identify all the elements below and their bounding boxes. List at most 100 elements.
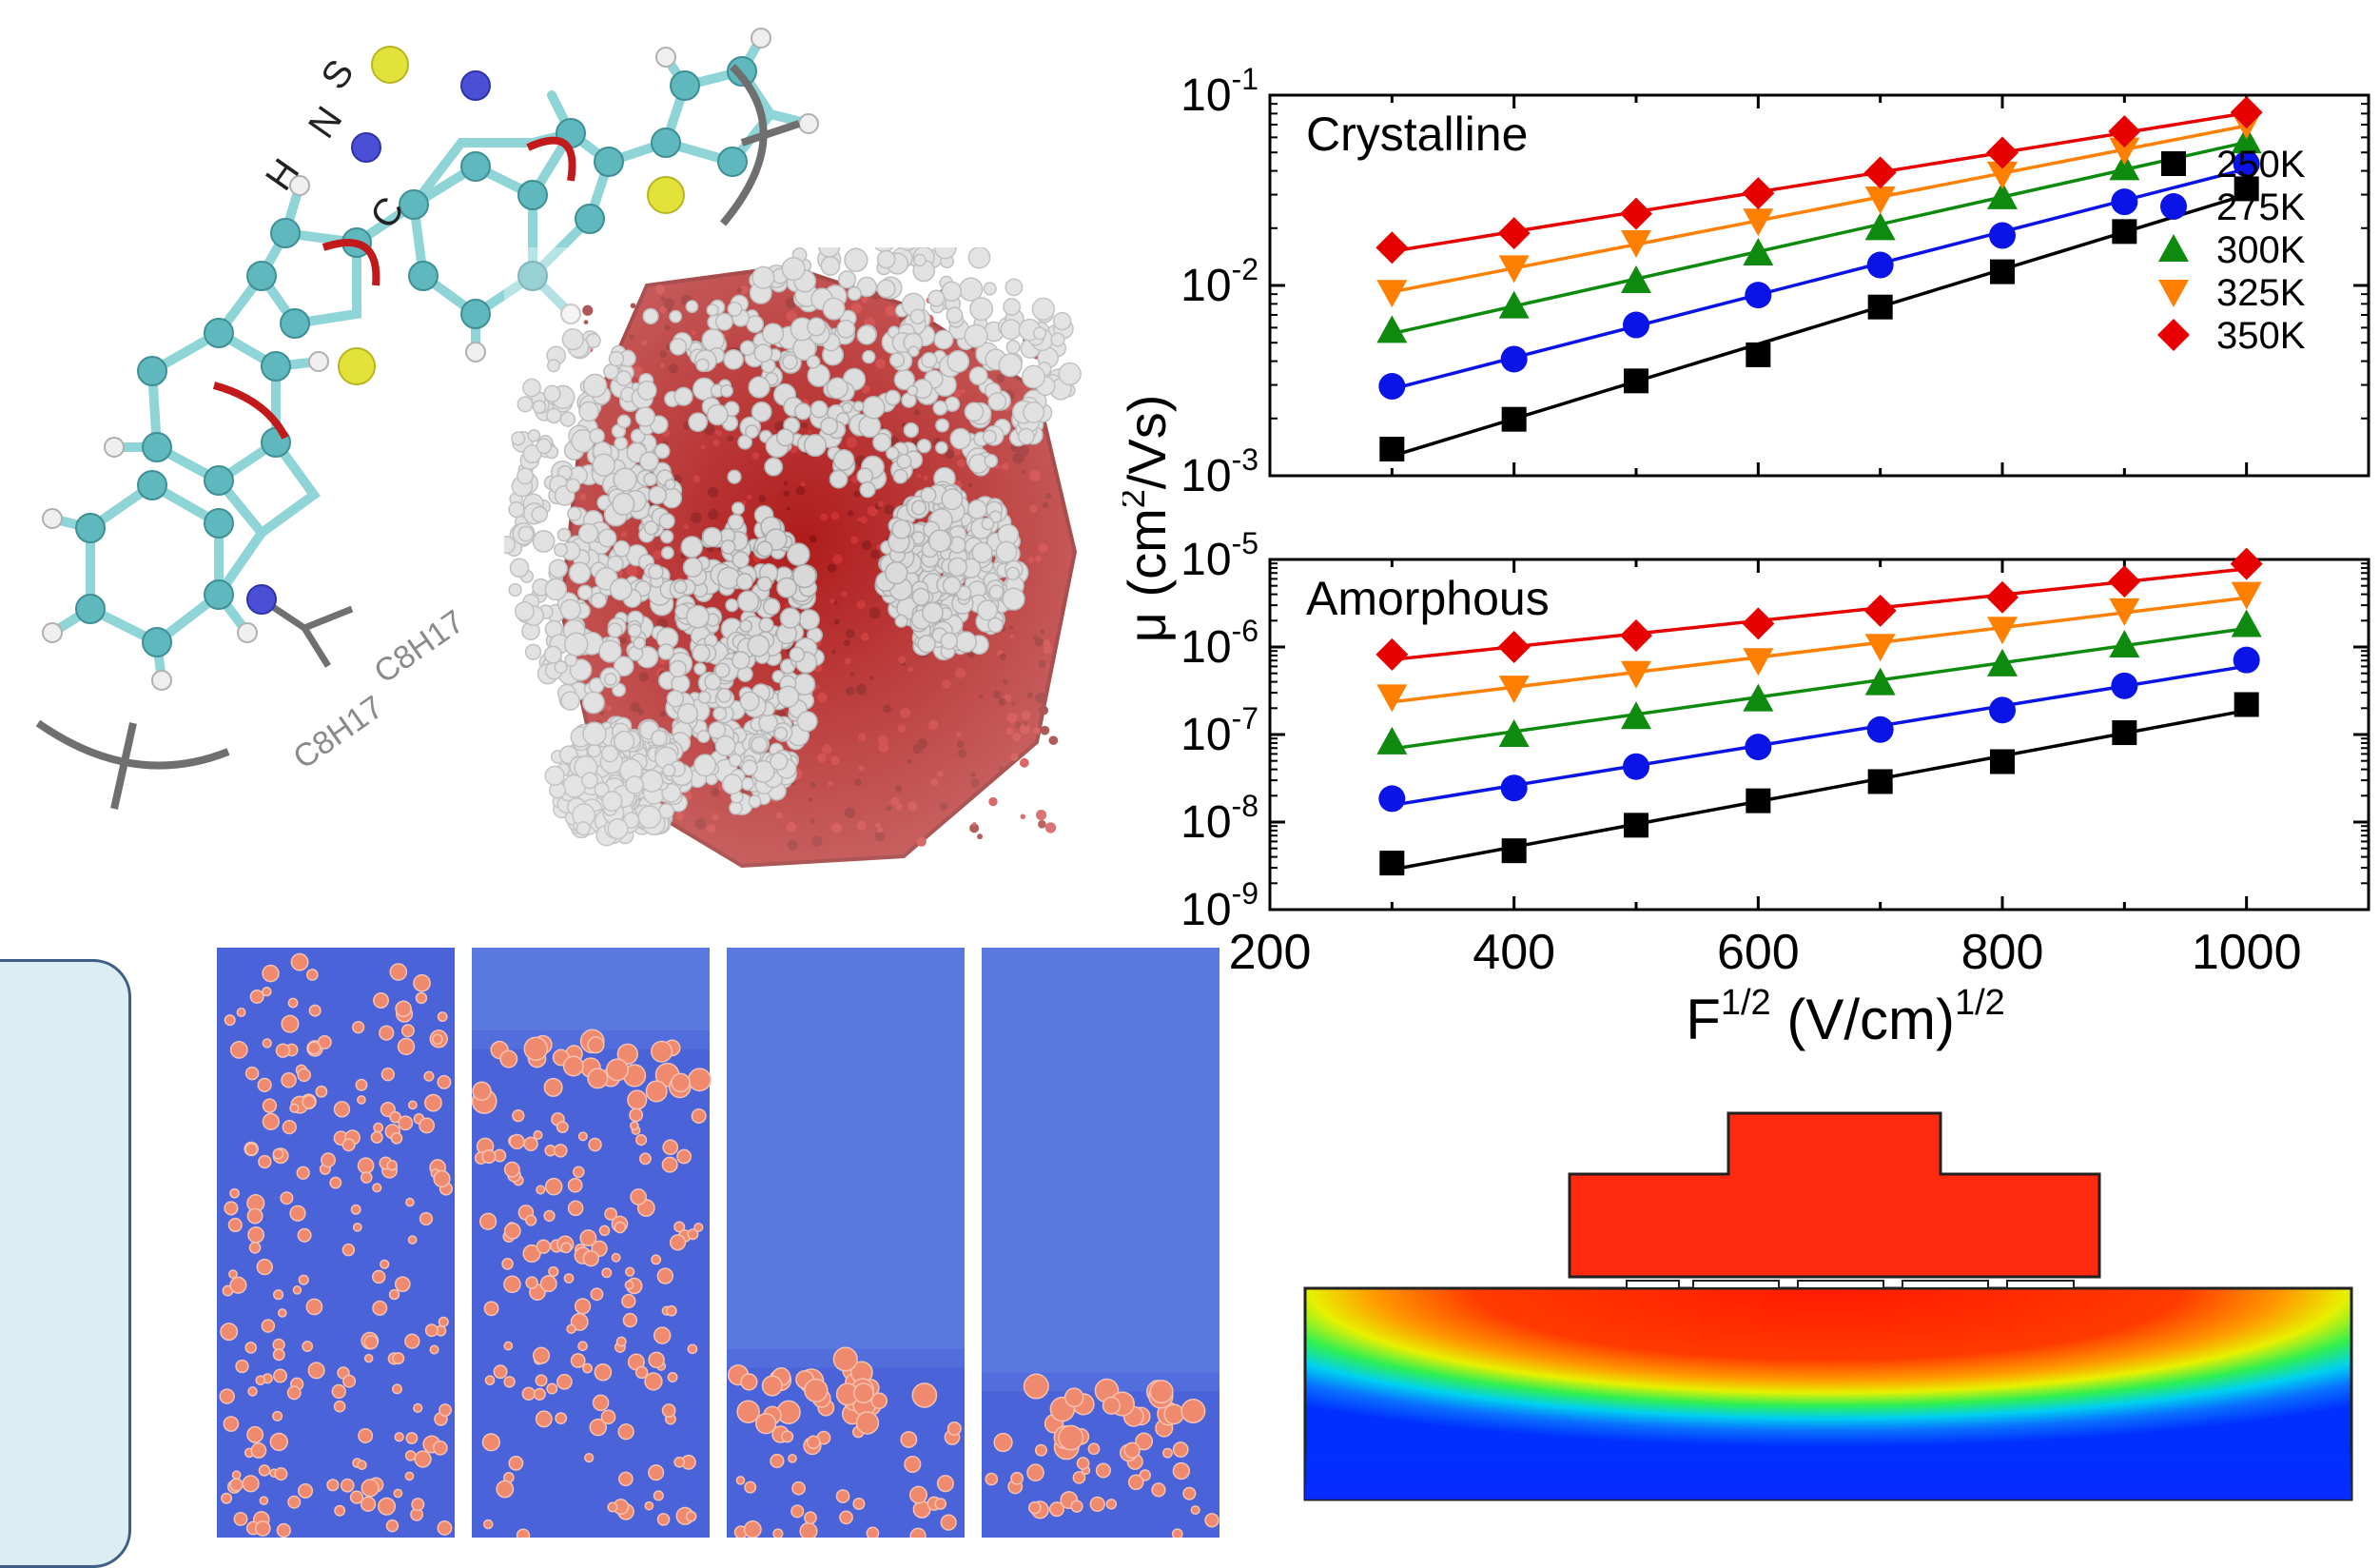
particle xyxy=(385,1519,400,1533)
data-point-325K xyxy=(1621,229,1651,258)
y-tick-label: 10-3 xyxy=(1180,442,1258,501)
particle xyxy=(546,1382,558,1395)
particle xyxy=(598,1225,611,1237)
data-point-300K xyxy=(2109,152,2140,181)
chart-panel-1: 10-1 10-2 10-3 Crystalline 250K275K300K325K3… xyxy=(1180,62,2370,501)
substituent-label-2: C8H17 xyxy=(367,603,470,691)
particle xyxy=(512,1108,525,1123)
particle xyxy=(437,1011,448,1023)
particle xyxy=(272,1410,283,1421)
particle xyxy=(566,1323,576,1335)
data-point-350K xyxy=(1375,637,1409,671)
particle xyxy=(250,1442,267,1459)
x-axis-label: F1/2 (V/cm)1/2 xyxy=(1686,983,2005,1051)
particle xyxy=(429,1344,439,1355)
particle xyxy=(370,1130,383,1144)
particle xyxy=(1161,1447,1173,1459)
particle xyxy=(601,1267,613,1279)
data-point-250K xyxy=(1379,437,1405,462)
simulation-strip xyxy=(982,948,1219,1538)
particle xyxy=(257,1077,272,1093)
particle xyxy=(740,1373,758,1391)
data-point-350K xyxy=(1620,619,1652,653)
data-point-350K xyxy=(1742,177,1775,210)
data-point-325K xyxy=(1621,660,1651,689)
particle xyxy=(438,1316,449,1327)
particle xyxy=(282,1119,297,1135)
particle xyxy=(525,1214,537,1226)
particle xyxy=(688,1068,712,1092)
particle xyxy=(394,1432,404,1442)
data-point-250K xyxy=(1867,769,1893,794)
particle xyxy=(673,1456,686,1468)
particle xyxy=(946,1421,962,1436)
particle xyxy=(389,963,408,981)
particle xyxy=(621,1293,636,1309)
particle xyxy=(248,1241,262,1254)
particle xyxy=(1127,1474,1144,1491)
particle xyxy=(588,1137,602,1152)
data-point-350K xyxy=(2108,115,2141,148)
particle xyxy=(909,1485,928,1504)
particle xyxy=(329,1176,342,1189)
particle xyxy=(358,1427,374,1443)
data-point-325K xyxy=(2109,598,2140,626)
panel-label: Amorphous xyxy=(1306,572,1550,625)
particle xyxy=(357,1157,375,1174)
particle xyxy=(281,1014,300,1033)
fit-line-325K xyxy=(1392,596,2247,704)
particle xyxy=(656,1513,671,1526)
y-tick-label: 10-6 xyxy=(1180,614,1258,673)
particle xyxy=(669,1234,687,1251)
particle xyxy=(360,1496,377,1512)
data-point-325K xyxy=(2109,137,2140,166)
particle xyxy=(656,1267,674,1284)
particle xyxy=(1026,1463,1044,1482)
particle xyxy=(521,1386,536,1401)
data-point-350K xyxy=(1863,156,1897,189)
sulfur-atoms xyxy=(338,46,685,385)
particle xyxy=(744,1480,757,1494)
particle xyxy=(662,1139,679,1156)
particle xyxy=(525,1276,538,1289)
data-point-275K xyxy=(2111,672,2138,699)
particle xyxy=(255,1375,266,1386)
particle xyxy=(806,1435,821,1450)
particle xyxy=(246,1425,264,1443)
particle xyxy=(853,1382,874,1404)
particle xyxy=(791,1480,806,1496)
data-point-300K xyxy=(1621,701,1651,730)
particle xyxy=(667,1372,678,1383)
particle xyxy=(562,1055,584,1077)
particle xyxy=(503,1376,516,1388)
data-point-350K xyxy=(2230,547,2263,580)
data-point-350K xyxy=(1986,136,2019,169)
legend-label: 250K xyxy=(2216,144,2306,186)
particle xyxy=(761,1375,783,1397)
particle xyxy=(280,1191,294,1205)
particle xyxy=(1076,1457,1090,1470)
particle xyxy=(522,1244,541,1264)
particle xyxy=(227,1217,243,1233)
particle xyxy=(349,1490,364,1504)
alkyl-chain-sticks xyxy=(260,597,354,668)
particle xyxy=(574,1298,592,1315)
data-point-325K xyxy=(1864,186,1896,215)
particle xyxy=(770,1453,785,1469)
x-tick-label: 800 xyxy=(1961,925,2044,980)
y-tick-label: 10-2 xyxy=(1180,252,1258,311)
data-point-275K xyxy=(1989,696,2016,724)
y-tick-label: 10-9 xyxy=(1180,876,1258,935)
particle xyxy=(644,1372,663,1391)
particle xyxy=(1105,1499,1118,1510)
simulation-strip xyxy=(727,948,965,1538)
particle xyxy=(579,1229,597,1247)
particle xyxy=(1010,1471,1024,1485)
particle xyxy=(1095,1462,1111,1479)
particle xyxy=(653,1326,672,1344)
data-point-300K xyxy=(1498,290,1530,319)
particle xyxy=(363,1353,374,1363)
particle xyxy=(618,1471,634,1487)
particle xyxy=(788,1454,797,1463)
data-point-300K xyxy=(1376,726,1408,755)
